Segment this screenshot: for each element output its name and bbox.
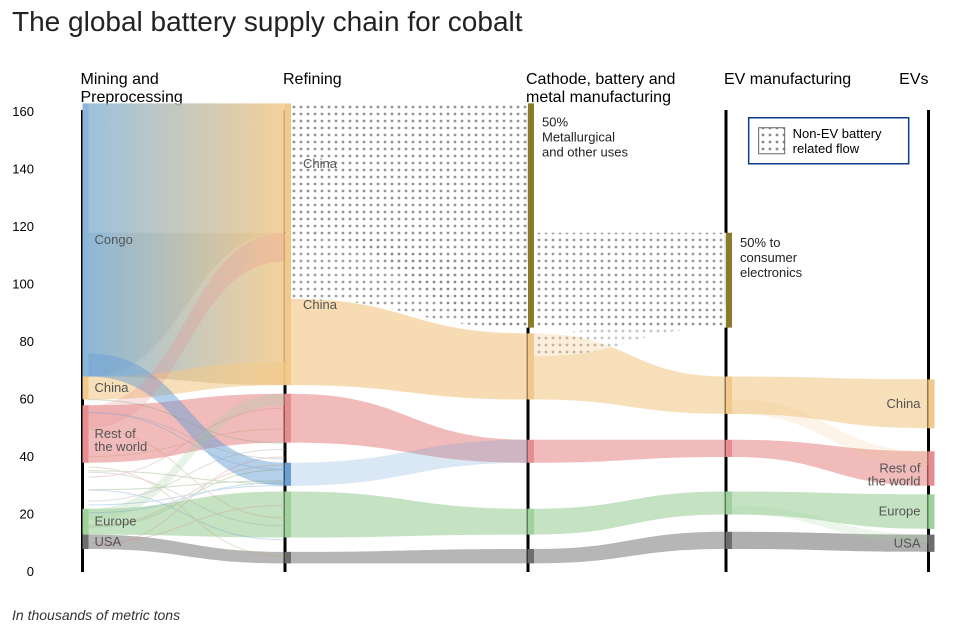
node-evmfg-rest bbox=[726, 440, 732, 457]
legend: Non-EV batteryrelated flow bbox=[749, 118, 909, 164]
svg-text:80: 80 bbox=[20, 334, 34, 349]
svg-text:120: 120 bbox=[12, 219, 34, 234]
node-evs-europe bbox=[929, 494, 935, 529]
flows bbox=[89, 103, 929, 563]
svg-text:0: 0 bbox=[27, 564, 34, 579]
svg-text:140: 140 bbox=[12, 162, 34, 177]
node-evmfg-europe bbox=[726, 492, 732, 515]
flow bbox=[534, 440, 726, 463]
y-axis-footnote: In thousands of metric tons bbox=[12, 607, 180, 623]
svg-text:Europe: Europe bbox=[879, 504, 921, 519]
node-mining-rest bbox=[83, 405, 89, 463]
node-mining-congo bbox=[83, 103, 89, 376]
svg-text:Refining: Refining bbox=[283, 71, 342, 88]
svg-text:20: 20 bbox=[20, 507, 34, 522]
svg-text:Congo: Congo bbox=[95, 232, 133, 247]
node-refining-usa bbox=[285, 552, 291, 564]
svg-text:Mining andPreprocessing: Mining andPreprocessing bbox=[81, 71, 183, 106]
node-refining-europe bbox=[285, 492, 291, 538]
svg-text:USA: USA bbox=[894, 535, 921, 550]
node-refining-china_top bbox=[285, 103, 291, 232]
node-mining-usa bbox=[83, 535, 89, 549]
sankey-chart: 0 20 40 60 80 100 120 140 160 Mining andPreproces… bbox=[12, 70, 948, 590]
svg-text:50% toconsumerelectronics: 50% toconsumerelectronics bbox=[740, 235, 803, 280]
svg-text:EV manufacturing: EV manufacturing bbox=[724, 71, 851, 88]
svg-text:China: China bbox=[303, 156, 338, 171]
svg-text:160: 160 bbox=[12, 104, 34, 119]
node-cathode-rest bbox=[528, 440, 534, 463]
svg-text:China: China bbox=[95, 380, 130, 395]
svg-text:60: 60 bbox=[20, 392, 34, 407]
svg-text:China: China bbox=[887, 396, 922, 411]
node-evmfg-ce bbox=[726, 233, 732, 328]
svg-text:Europe: Europe bbox=[95, 514, 137, 529]
node-refining-rest bbox=[285, 394, 291, 443]
node-refining-blue bbox=[285, 463, 291, 486]
svg-text:40: 40 bbox=[20, 449, 34, 464]
flow bbox=[291, 492, 528, 538]
svg-text:Non-EV batteryrelated flow: Non-EV batteryrelated flow bbox=[793, 126, 882, 156]
page-title: The global battery supply chain for coba… bbox=[12, 6, 523, 38]
node-evmfg-usa bbox=[726, 532, 732, 549]
flow bbox=[534, 492, 726, 535]
svg-text:China: China bbox=[303, 297, 338, 312]
svg-text:EVs: EVs bbox=[899, 71, 928, 88]
node-mining-china bbox=[83, 377, 89, 400]
node-cathode-usa bbox=[528, 549, 534, 563]
svg-text:USA: USA bbox=[95, 534, 122, 549]
node-mining-europe bbox=[83, 509, 89, 535]
node-evmfg-china bbox=[726, 377, 732, 414]
node-cathode-met bbox=[528, 103, 534, 327]
svg-text:50%Metallurgicaland other uses: 50%Metallurgicaland other uses bbox=[542, 114, 629, 159]
node-evs-usa bbox=[929, 535, 935, 552]
flow bbox=[534, 532, 726, 564]
node-evs-china bbox=[929, 379, 935, 428]
svg-text:100: 100 bbox=[12, 277, 34, 292]
node-cathode-china bbox=[528, 333, 534, 399]
node-refining-china bbox=[285, 233, 291, 385]
node-evs-rest bbox=[929, 451, 935, 486]
svg-text:Cathode, battery andmetal manu: Cathode, battery andmetal manufacturing bbox=[526, 71, 675, 106]
flow bbox=[291, 549, 528, 563]
node-cathode-europe bbox=[528, 509, 534, 535]
